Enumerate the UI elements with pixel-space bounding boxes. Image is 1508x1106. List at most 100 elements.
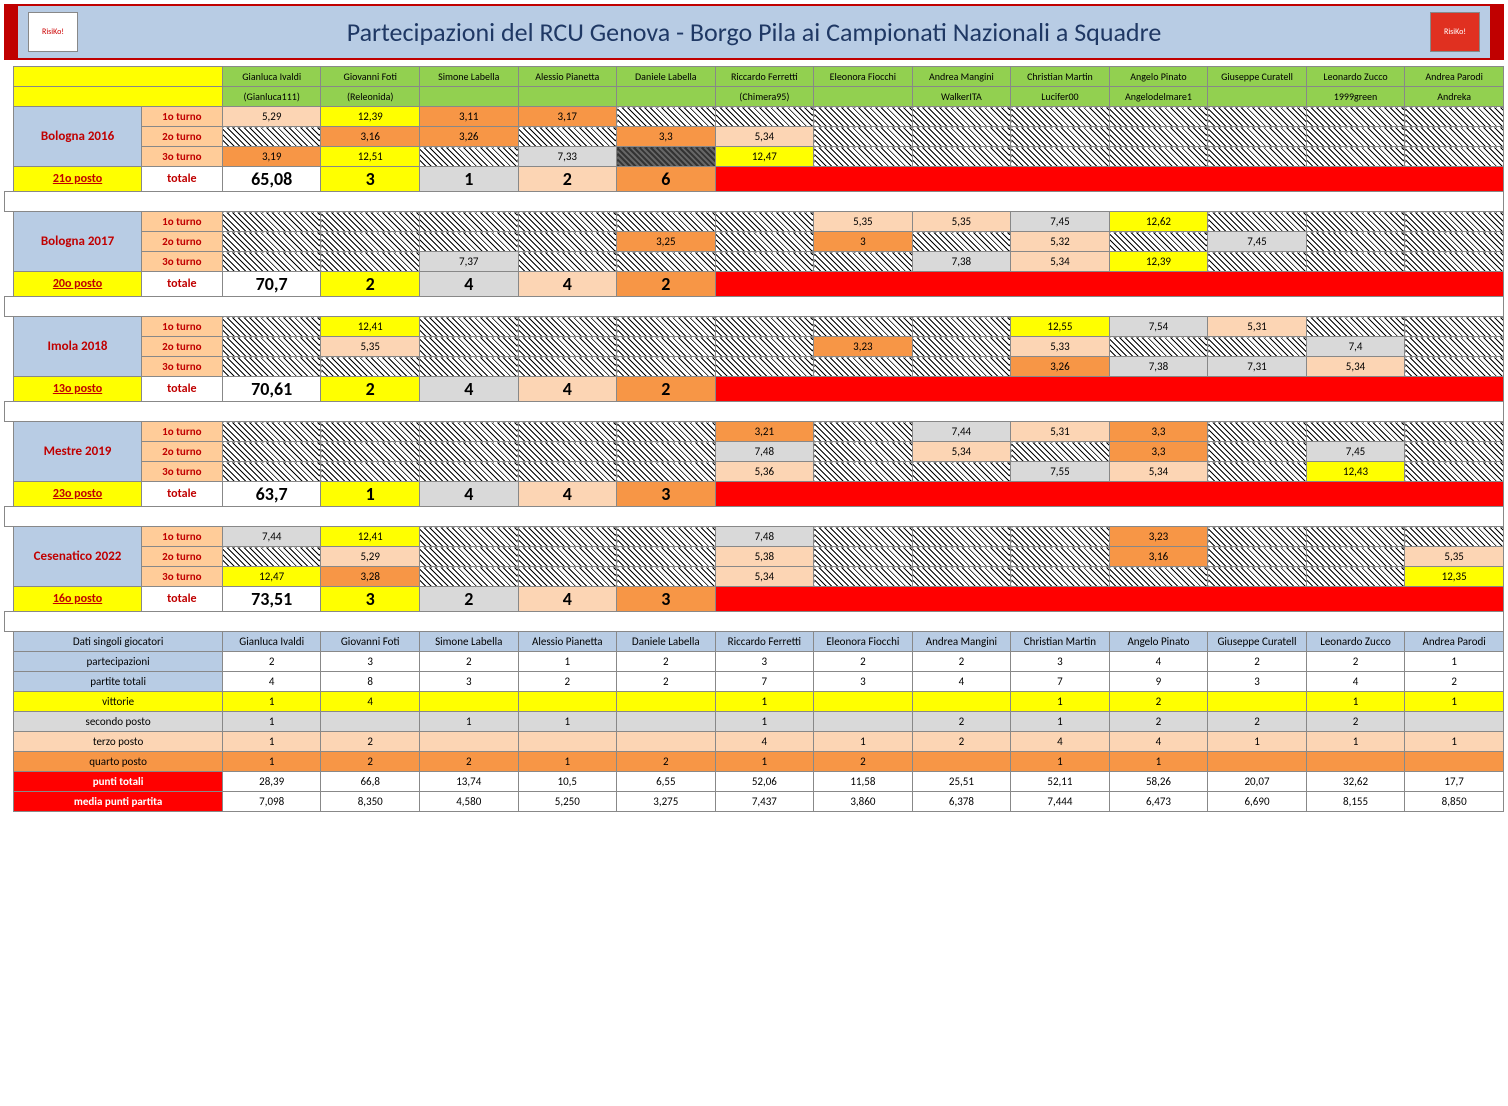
pos-total: 4 xyxy=(518,377,617,402)
score-cell xyxy=(518,357,617,377)
score-cell: 5,38 xyxy=(715,547,814,567)
score-cell: 7,33 xyxy=(518,147,617,167)
score-cell xyxy=(617,462,716,482)
stats-value: 1 xyxy=(1405,652,1504,672)
stats-value: 1 xyxy=(814,732,913,752)
stats-value: 1 xyxy=(222,732,321,752)
score-cell xyxy=(321,462,420,482)
score-cell: 5,34 xyxy=(912,442,1011,462)
score-cell xyxy=(518,462,617,482)
pos-total: 3 xyxy=(617,587,716,612)
score-cell xyxy=(1208,422,1307,442)
stats-value: 8,350 xyxy=(321,792,420,812)
stats-value xyxy=(321,712,420,732)
score-cell xyxy=(912,317,1011,337)
stats-value: 2 xyxy=(912,732,1011,752)
score-cell xyxy=(814,317,913,337)
score-cell: 3,26 xyxy=(419,127,518,147)
score-cell xyxy=(419,462,518,482)
score-cell xyxy=(617,212,716,232)
score-cell xyxy=(321,212,420,232)
turno-label: 1o turno xyxy=(141,527,222,547)
stats-value: 2 xyxy=(617,752,716,772)
score-cell xyxy=(814,252,913,272)
player-header: Giuseppe Curatell xyxy=(1208,67,1307,87)
score-cell xyxy=(419,442,518,462)
score-cell xyxy=(617,357,716,377)
year-cell: Mestre 2019 xyxy=(14,422,142,482)
score-cell xyxy=(1405,127,1504,147)
player-nick: Angelodelmare1 xyxy=(1109,87,1208,107)
total-value: 70,7 xyxy=(222,272,321,297)
score-cell xyxy=(1011,567,1110,587)
pos-total: 3 xyxy=(321,587,420,612)
stats-value: 4 xyxy=(912,672,1011,692)
score-cell xyxy=(518,527,617,547)
pos-total: 4 xyxy=(419,377,518,402)
score-cell xyxy=(912,107,1011,127)
score-cell xyxy=(617,442,716,462)
score-cell: 12,35 xyxy=(1405,567,1504,587)
score-cell xyxy=(1208,252,1307,272)
stats-value: 32,62 xyxy=(1306,772,1405,792)
stats-player-header: Andrea Parodi xyxy=(1405,632,1504,652)
score-cell xyxy=(1306,567,1405,587)
score-cell xyxy=(814,462,913,482)
score-cell xyxy=(1208,107,1307,127)
stats-value: 3,275 xyxy=(617,792,716,812)
stats-value xyxy=(814,712,913,732)
score-cell: 7,4 xyxy=(1306,337,1405,357)
score-cell: 7,44 xyxy=(222,527,321,547)
stats-value xyxy=(814,692,913,712)
stats-value: 2 xyxy=(814,652,913,672)
player-nick: (Chimera95) xyxy=(715,87,814,107)
score-cell: 3,28 xyxy=(321,567,420,587)
total-value: 73,51 xyxy=(222,587,321,612)
score-cell xyxy=(912,357,1011,377)
score-cell xyxy=(1109,567,1208,587)
stats-value: 1 xyxy=(1011,712,1110,732)
player-header: Alessio Pianetta xyxy=(518,67,617,87)
score-cell xyxy=(1011,147,1110,167)
score-cell xyxy=(814,147,913,167)
stats-value: 2 xyxy=(617,672,716,692)
score-cell xyxy=(1405,317,1504,337)
stats-row-label: secondo posto xyxy=(14,712,223,732)
stats-value: 2 xyxy=(912,652,1011,672)
score-cell: 12,41 xyxy=(321,527,420,547)
score-cell: 3,3 xyxy=(1109,442,1208,462)
score-cell xyxy=(1208,567,1307,587)
score-cell xyxy=(419,527,518,547)
stats-value xyxy=(518,732,617,752)
score-cell: 3,23 xyxy=(814,337,913,357)
posto-cell: 13o posto xyxy=(14,377,142,402)
player-header: Christian Martin xyxy=(1011,67,1110,87)
score-cell: 12,43 xyxy=(1306,462,1405,482)
score-cell xyxy=(1306,232,1405,252)
score-cell xyxy=(1405,357,1504,377)
score-cell xyxy=(1109,337,1208,357)
score-cell xyxy=(814,547,913,567)
score-cell: 5,36 xyxy=(715,462,814,482)
score-cell: 3,16 xyxy=(321,127,420,147)
player-header: Leonardo Zucco xyxy=(1306,67,1405,87)
stats-value: 17,7 xyxy=(1405,772,1504,792)
stats-value: 7,444 xyxy=(1011,792,1110,812)
pos-total: 4 xyxy=(518,587,617,612)
player-header: Daniele Labella xyxy=(617,67,716,87)
score-cell xyxy=(1109,147,1208,167)
stats-value: 7,437 xyxy=(715,792,814,812)
turno-label: 2o turno xyxy=(141,337,222,357)
score-cell xyxy=(1208,337,1307,357)
stats-value xyxy=(419,732,518,752)
score-cell xyxy=(1405,107,1504,127)
stats-value: 1 xyxy=(518,712,617,732)
score-cell xyxy=(1405,442,1504,462)
score-cell xyxy=(715,212,814,232)
stats-value: 4 xyxy=(1306,672,1405,692)
score-cell: 7,44 xyxy=(912,422,1011,442)
stats-value xyxy=(518,692,617,712)
score-cell xyxy=(222,462,321,482)
stats-value: 9 xyxy=(1109,672,1208,692)
score-cell xyxy=(321,232,420,252)
